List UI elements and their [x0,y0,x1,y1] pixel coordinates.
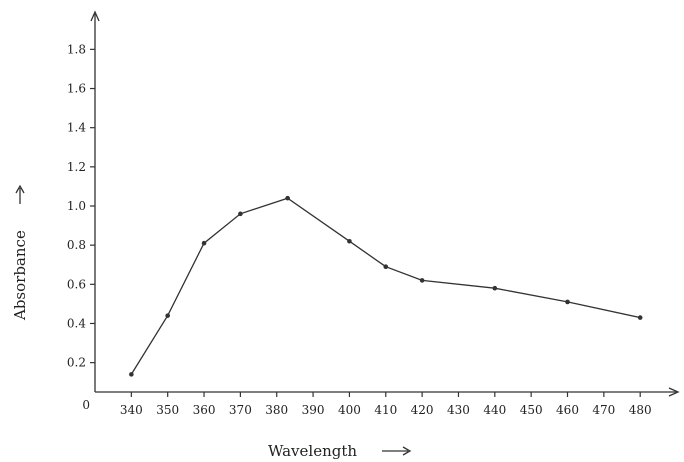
x-tick-label: 370 [229,403,252,417]
y-tick-label: 1.4 [67,121,86,135]
x-tick-label: 440 [483,403,506,417]
y-tick-label: 0.2 [67,356,86,370]
x-tick-label: 360 [193,403,216,417]
x-ticks: 340 350 360 370 380 390 400 410 420 430 440 450 460 4… [120,392,652,417]
data-point [165,313,170,318]
data-point [285,195,290,201]
x-axis-arrowhead [668,387,680,397]
x-tick-label: 460 [556,403,579,417]
x-tick-label: 410 [374,403,397,417]
data-point [492,285,498,291]
y-axis-title-arrowhead [15,184,25,194]
x-tick-label: 350 [156,403,179,417]
y-ticks: 0.2 0.4 0.6 0.8 1.0 1.2 1.4 1.6 1.8 [67,42,95,370]
y-axis-arrowhead [90,10,100,22]
x-tick-label: 380 [265,403,288,417]
x-tick-label: 400 [338,403,361,417]
y-tick-label: 0.4 [67,316,86,330]
x-tick-label: 450 [520,403,543,417]
data-point [419,278,425,283]
x-tick-label: 340 [120,403,143,417]
x-tick-label: 420 [411,403,434,417]
data-point [637,315,643,320]
y-tick-label: 0.8 [67,238,86,252]
x-tick-label: 480 [629,403,652,417]
y-tick-label: 1.0 [67,199,86,213]
x-axis-title-arrowhead [402,446,412,456]
data-point [129,372,134,377]
x-tick-label: 430 [447,403,470,417]
x-tick-label: 390 [302,403,325,417]
series-line [130,197,641,375]
data-point [347,238,352,244]
y-axis-title: Absorbance [11,184,29,321]
y-tick-label: 1.6 [67,82,86,96]
data-point [383,264,389,269]
y-tick-label: 1.2 [67,160,86,174]
x-tick-label: 470 [592,403,615,417]
data-point [201,240,207,246]
data-point [565,299,570,305]
x-axis-title-text: Wavelength [268,442,357,460]
origin-label: 0 [82,398,90,412]
x-axis-title: Wavelength [268,442,412,460]
data-point [238,211,243,217]
y-tick-label: 1.8 [67,42,86,56]
series-layer [129,195,643,377]
y-tick-label: 0.6 [67,277,86,291]
y-axis-title-text: Absorbance [11,230,29,321]
